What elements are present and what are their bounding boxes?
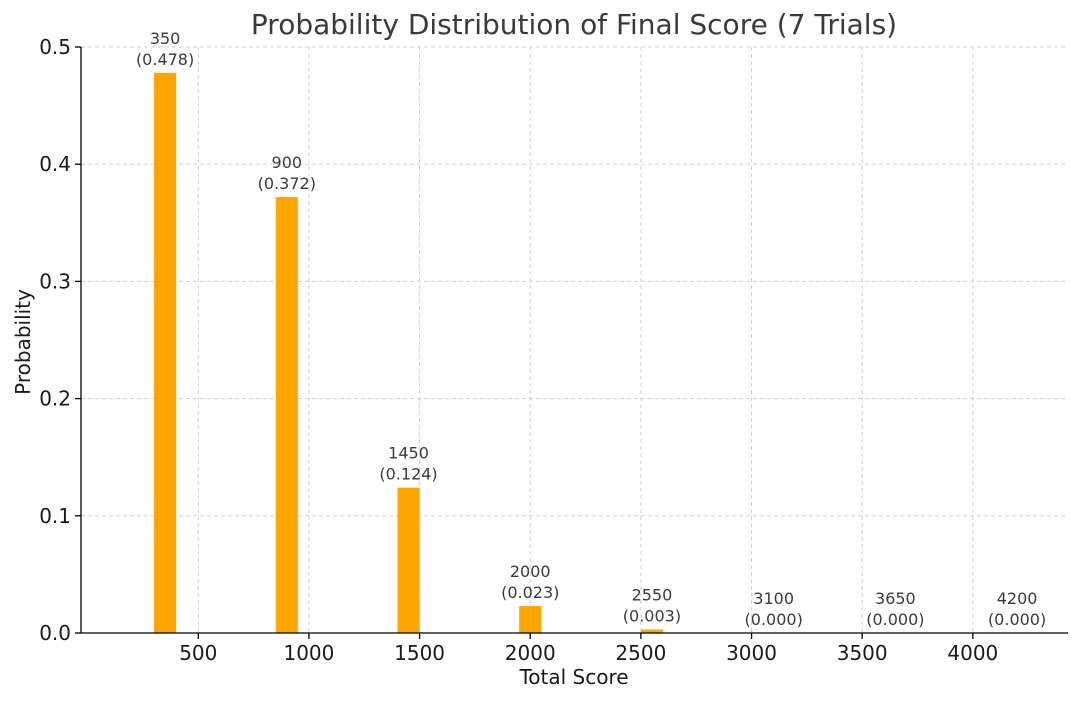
- data-label-probability: (0.000): [745, 610, 803, 629]
- chart-title: Probability Distribution of Final Score …: [251, 8, 897, 41]
- x-tick-label: 1000: [283, 641, 334, 665]
- axes: [80, 47, 1068, 634]
- bar: [397, 487, 420, 633]
- data-label-probability: (0.124): [379, 465, 437, 484]
- data-label-score: 3100: [753, 589, 794, 608]
- bars: [154, 72, 664, 634]
- data-label-score: 2000: [510, 562, 551, 581]
- ticks: 500 1000 1500 2000 2500 3000 3500 4000 0.0 0.1 0.2…: [39, 35, 998, 665]
- x-tick-label: 3500: [837, 641, 888, 665]
- x-tick-label: 2500: [615, 641, 666, 665]
- x-tick-label: 3000: [726, 641, 777, 665]
- y-tick-label: 0.3: [39, 269, 71, 293]
- x-tick-label: 2000: [505, 641, 556, 665]
- y-tick-label: 0.1: [39, 504, 71, 528]
- x-tick-label: 4000: [947, 641, 998, 665]
- data-label-probability: (0.000): [988, 610, 1046, 629]
- data-label-score: 900: [272, 153, 303, 172]
- data-label-score: 3650: [875, 589, 916, 608]
- data-label-probability: (0.003): [623, 606, 681, 625]
- data-label-probability: (0.478): [136, 50, 194, 69]
- bar: [275, 197, 298, 634]
- bar: [154, 72, 177, 633]
- y-tick-label: 0.0: [39, 621, 71, 645]
- y-tick-label: 0.4: [39, 152, 71, 176]
- data-label-score: 4200: [997, 589, 1038, 608]
- data-label-probability: (0.023): [501, 583, 559, 602]
- y-axis-label: Probability: [11, 289, 35, 395]
- data-label-score: 350: [150, 29, 181, 48]
- y-tick-label: 0.5: [39, 35, 71, 59]
- bar: [640, 629, 664, 633]
- data-label-probability: (0.372): [258, 174, 316, 193]
- x-axis-label: Total Score: [518, 665, 628, 689]
- bar: [519, 606, 542, 633]
- data-label-probability: (0.000): [866, 610, 924, 629]
- y-tick-label: 0.2: [39, 387, 71, 411]
- x-tick-label: 1500: [394, 641, 445, 665]
- grid: [81, 46, 1068, 634]
- data-label-score: 1450: [388, 444, 429, 463]
- x-tick-label: 500: [179, 641, 217, 665]
- data-labels: (0.478) 350 (0.372) 900 (0.124) 1450 (0.023) 20…: [136, 29, 1046, 629]
- data-label-score: 2550: [632, 585, 673, 604]
